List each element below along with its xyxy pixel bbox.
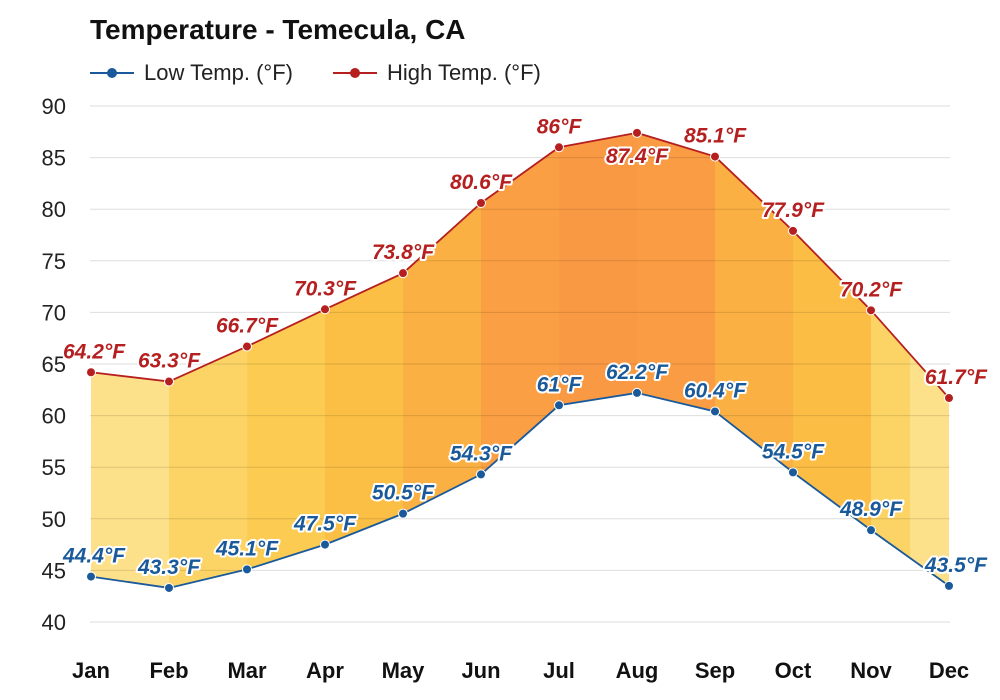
low-temp-point-nov <box>866 525 876 536</box>
x-tick-label: Oct <box>775 658 812 683</box>
range-band-feb <box>169 346 247 588</box>
range-band-may <box>403 203 481 514</box>
x-tick-label: Mar <box>227 658 267 683</box>
x-tick-label: Dec <box>929 658 969 683</box>
high-temp-label-jan: 64.2°F <box>63 340 126 363</box>
low-temp-label-apr: 47.5°F <box>293 513 357 536</box>
high-temp-point-mar <box>242 341 252 352</box>
y-tick-label: 70 <box>42 300 66 325</box>
high-temp-point-sep <box>710 151 720 162</box>
high-temp-point-dec <box>944 393 954 404</box>
range-band-jul <box>559 132 637 406</box>
low-temp-point-feb <box>164 582 174 593</box>
x-tick-label: May <box>382 658 426 683</box>
legend-item-high[interactable]: High Temp. (°F) <box>332 60 541 86</box>
low-temp-line <box>90 391 950 589</box>
y-tick-label: 60 <box>42 404 66 429</box>
low-temp-point-oct <box>788 467 798 478</box>
range-band-oct <box>793 230 871 531</box>
high-temp-point-feb <box>164 376 174 387</box>
range-band-sep <box>715 156 793 473</box>
low-temp-label-jul: 61°F <box>537 373 583 396</box>
low-temp-label-dec: 43.5°F <box>924 554 988 577</box>
low-temp-point-mar <box>242 564 252 575</box>
legend-low-label: Low Temp. (°F) <box>144 60 293 85</box>
y-tick-label: 80 <box>42 197 66 222</box>
low-temp-label-oct: 54.5°F <box>762 440 825 463</box>
high-temp-label-sep: 85.1°F <box>684 125 747 148</box>
range-band-dec <box>910 354 949 586</box>
legend-high-marker-icon <box>332 68 377 78</box>
x-tick-label: Jul <box>543 658 575 683</box>
low-temp-point-may <box>398 508 408 519</box>
high-temp-point-nov <box>866 305 876 316</box>
y-tick-label: 50 <box>42 507 66 532</box>
x-tick-label: Jan <box>72 658 110 683</box>
low-temp-label-may: 50.5°F <box>372 482 435 505</box>
high-temp-label-mar: 66.7°F <box>216 314 279 337</box>
low-temp-point-dec <box>944 580 954 591</box>
chart-title: Temperature - Temecula, CA <box>90 14 466 45</box>
range-band-jun <box>481 147 559 475</box>
y-tick-label: 75 <box>42 249 66 274</box>
high-temp-label-jun: 80.6°F <box>450 171 513 194</box>
y-tick-label: 55 <box>42 455 66 480</box>
legend-low-marker-icon <box>90 68 134 78</box>
low-temp-point-jan <box>86 571 96 582</box>
low-temp-label-aug: 62.2°F <box>606 361 669 384</box>
y-tick-label: 40 <box>42 610 66 635</box>
high-temp-line <box>90 131 950 399</box>
y-tick-label: 85 <box>42 146 66 171</box>
legend-high-label: High Temp. (°F) <box>386 60 541 85</box>
high-temp-label-feb: 63.3°F <box>138 350 201 373</box>
legend-item-low[interactable]: Low Temp. (°F) <box>90 60 293 86</box>
high-temp-point-jan <box>86 367 96 378</box>
legend: Low Temp. (°F) High Temp. (°F) <box>90 60 541 86</box>
high-temp-point-may <box>398 268 408 279</box>
x-tick-label: Apr <box>306 658 344 683</box>
high-temp-label-oct: 77.9°F <box>762 199 825 222</box>
low-temp-label-nov: 48.9°F <box>839 498 903 521</box>
low-temp-label-mar: 45.1°F <box>215 537 279 560</box>
low-temp-point-jul <box>554 400 564 411</box>
high-temp-label-apr: 70.3°F <box>294 277 357 300</box>
range-band-aug <box>637 132 715 412</box>
low-temp-point-sep <box>710 406 720 417</box>
range-band-mar <box>247 309 325 570</box>
high-temp-label-nov: 70.2°F <box>840 278 903 301</box>
high-temp-label-aug: 87.4°F <box>606 145 669 168</box>
range-band-jan <box>91 372 169 588</box>
y-tick-label: 90 <box>42 94 66 119</box>
high-temp-label-may: 73.8°F <box>372 241 435 264</box>
low-temp-label-jun: 54.3°F <box>450 442 513 465</box>
x-tick-label: Sep <box>695 658 735 683</box>
x-tick-label: Jun <box>461 658 500 683</box>
high-temp-point-jul <box>554 142 564 153</box>
high-temp-point-oct <box>788 225 798 236</box>
y-tick-label: 45 <box>42 558 66 583</box>
low-temp-label-sep: 60.4°F <box>684 379 747 402</box>
low-temp-label-feb: 43.3°F <box>137 556 201 579</box>
y-tick-label: 65 <box>42 352 66 377</box>
x-tick-label: Nov <box>850 658 892 683</box>
high-temp-point-aug <box>632 127 642 138</box>
high-temp-point-jun <box>476 198 486 209</box>
low-temp-point-apr <box>320 539 330 550</box>
low-temp-label-jan: 44.4°F <box>62 545 126 568</box>
range-band-apr <box>325 273 403 545</box>
high-temp-point-apr <box>320 304 330 315</box>
x-tick-label: Feb <box>149 658 188 683</box>
low-temp-point-jun <box>476 469 486 480</box>
high-temp-label-dec: 61.7°F <box>925 366 988 389</box>
x-tick-label: Aug <box>616 658 659 683</box>
high-temp-label-jul: 86°F <box>537 115 583 138</box>
low-temp-point-aug <box>632 387 642 398</box>
